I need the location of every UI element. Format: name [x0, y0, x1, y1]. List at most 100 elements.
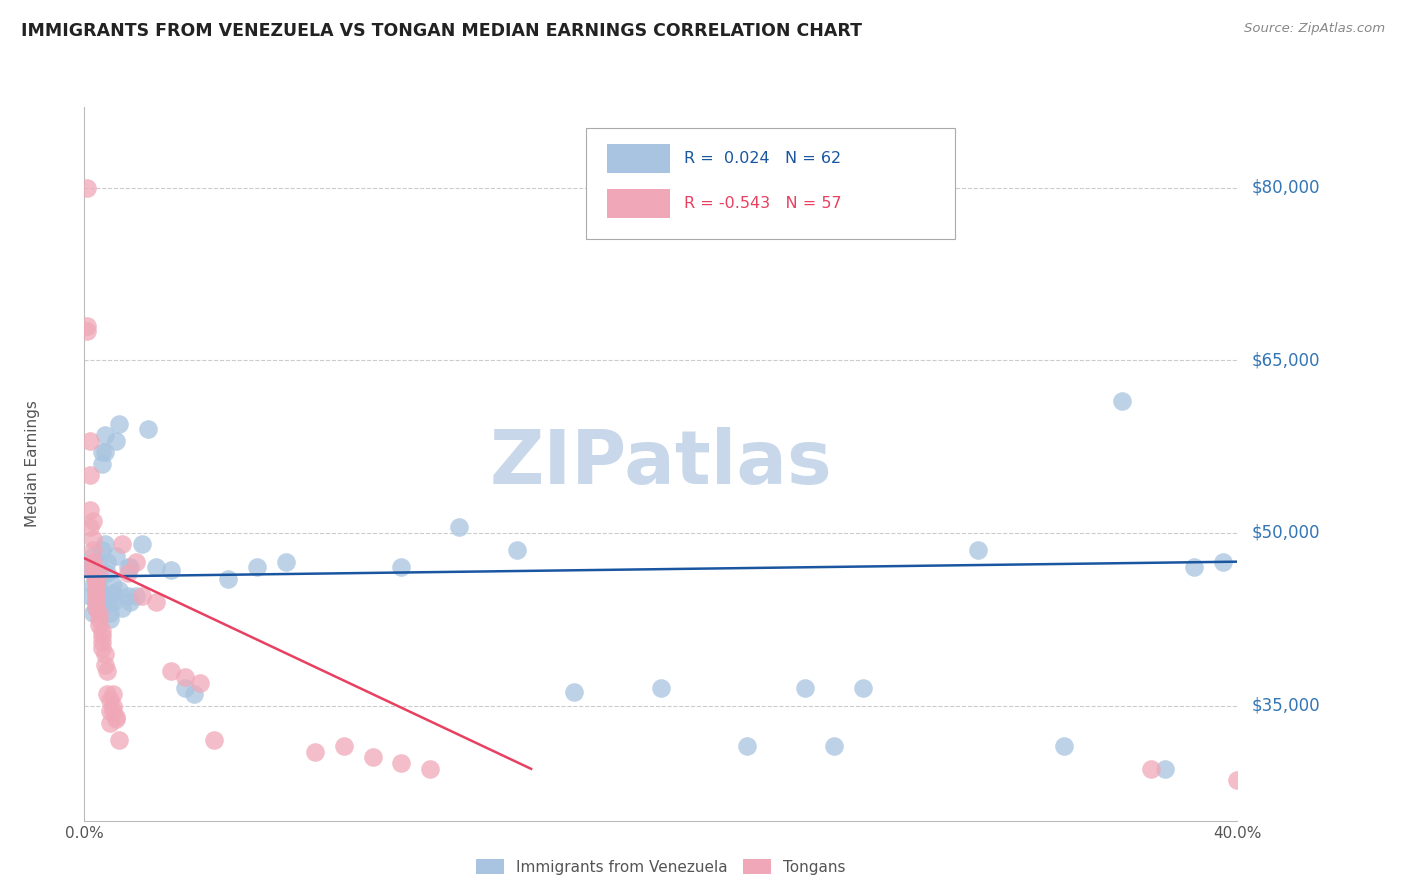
Text: R = -0.543   N = 57: R = -0.543 N = 57 [683, 196, 842, 211]
Point [98, 704, 121, 718]
Point [145, 595, 167, 609]
Point [103, 577, 124, 591]
Point [87, 618, 110, 632]
Point [87, 607, 110, 621]
Point [111, 537, 134, 551]
Text: Median Earnings: Median Earnings [25, 401, 39, 527]
Point [419, 762, 441, 776]
Point [98, 612, 121, 626]
Text: IMMIGRANTS FROM VENEZUELA VS TONGAN MEDIAN EARNINGS CORRELATION CHART: IMMIGRANTS FROM VENEZUELA VS TONGAN MEDI… [21, 22, 862, 40]
Point [82, 577, 104, 591]
Point [136, 422, 159, 436]
Point [823, 739, 845, 753]
Point [506, 543, 529, 558]
Point [84, 600, 107, 615]
Point [84, 589, 107, 603]
Point [105, 712, 128, 726]
Point [108, 733, 131, 747]
Point [246, 560, 269, 574]
Point [90, 630, 112, 644]
Text: $80,000: $80,000 [1251, 178, 1320, 196]
Legend: Immigrants from Venezuela, Tongans: Immigrants from Venezuela, Tongans [470, 853, 852, 880]
Point [160, 563, 183, 577]
Point [1111, 393, 1133, 408]
Point [737, 739, 759, 753]
Point [1154, 762, 1177, 776]
Point [84, 600, 107, 615]
Point [160, 664, 183, 678]
Text: $35,000: $35,000 [1251, 697, 1320, 714]
FancyBboxPatch shape [606, 189, 671, 218]
Point [174, 670, 197, 684]
Point [108, 583, 131, 598]
Point [103, 698, 124, 713]
Point [105, 549, 128, 563]
Point [82, 560, 104, 574]
Point [98, 693, 121, 707]
Point [84, 595, 107, 609]
Text: Source: ZipAtlas.com: Source: ZipAtlas.com [1244, 22, 1385, 36]
Point [103, 704, 124, 718]
Point [79, 503, 101, 517]
Point [145, 560, 167, 574]
Text: $50,000: $50,000 [1251, 524, 1320, 542]
Point [84, 572, 107, 586]
Point [96, 664, 118, 678]
Point [96, 595, 118, 609]
Point [79, 589, 101, 603]
Point [96, 687, 118, 701]
Point [84, 574, 107, 589]
Point [174, 681, 197, 696]
Point [117, 589, 139, 603]
Point [90, 624, 112, 638]
Text: $65,000: $65,000 [1251, 351, 1320, 369]
Point [852, 681, 875, 696]
Point [87, 612, 110, 626]
Point [87, 583, 110, 598]
Text: R =  0.024   N = 62: R = 0.024 N = 62 [683, 151, 841, 166]
Point [87, 566, 110, 581]
Point [103, 586, 124, 600]
Point [96, 566, 118, 581]
Point [125, 555, 148, 569]
Point [131, 537, 153, 551]
Point [650, 681, 672, 696]
Point [93, 658, 115, 673]
Point [304, 745, 326, 759]
Point [120, 560, 142, 574]
Point [117, 560, 139, 574]
Point [120, 595, 142, 609]
Point [87, 597, 110, 611]
Point [391, 756, 413, 770]
Point [82, 549, 104, 563]
Point [82, 566, 104, 581]
FancyBboxPatch shape [606, 145, 671, 173]
Point [1212, 555, 1234, 569]
Point [361, 750, 384, 764]
Point [90, 543, 112, 558]
Point [391, 560, 413, 574]
Point [82, 515, 104, 529]
Point [82, 555, 104, 569]
Point [202, 733, 225, 747]
Point [1139, 762, 1161, 776]
Point [108, 417, 131, 431]
Point [84, 577, 107, 591]
Point [183, 687, 205, 701]
Point [76, 180, 98, 194]
Point [84, 595, 107, 609]
Point [793, 681, 815, 696]
Point [1053, 739, 1076, 753]
Point [105, 434, 128, 448]
Point [90, 635, 112, 649]
Point [87, 572, 110, 586]
FancyBboxPatch shape [586, 128, 955, 239]
Point [87, 555, 110, 569]
Point [84, 586, 107, 600]
Point [90, 640, 112, 655]
Point [84, 566, 107, 581]
Point [188, 675, 211, 690]
Point [82, 607, 104, 621]
Point [96, 589, 118, 603]
Point [98, 607, 121, 621]
